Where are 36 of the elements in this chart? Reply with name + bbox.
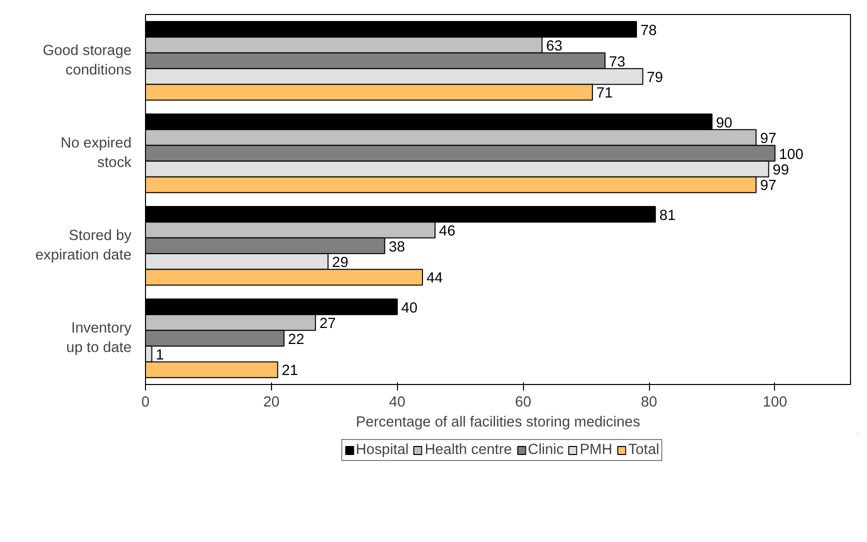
data-label: 73 [609, 54, 626, 70]
data-label: 29 [332, 254, 348, 271]
data-label: 79 [646, 70, 664, 86]
x-tick-label: 80 [640, 394, 658, 410]
x-tick-label: 100 [762, 394, 788, 410]
data-label: 63 [546, 38, 562, 55]
data-label: 22 [288, 332, 304, 348]
data-label: 100 [778, 146, 804, 163]
data-label: 44 [426, 270, 443, 287]
data-label: 97 [760, 131, 776, 148]
legend-label: PMH [580, 442, 612, 458]
data-label: 81 [659, 208, 676, 224]
data-label: 97 [760, 178, 776, 194]
data-label: 78 [640, 22, 657, 39]
data-label: 46 [439, 224, 456, 240]
data-label: 40 [401, 300, 418, 316]
x-axis-title: Percentage of all facilities storing medicines [356, 414, 640, 430]
y-tick-label: Stored by expiration date [35, 228, 132, 264]
y-tick-label: Inventory up to date [66, 320, 132, 356]
x-tick-label: 20 [263, 394, 280, 410]
legend-label: Health centre [424, 442, 512, 458]
data-label: 99 [772, 162, 789, 178]
x-tick-label: 0 [141, 394, 150, 410]
data-label: 38 [388, 239, 406, 256]
data-label: 1 [156, 347, 164, 364]
x-tick-label: 60 [515, 394, 532, 410]
x-tick-label: 40 [389, 394, 406, 410]
y-tick-label: Good storage conditions [42, 43, 132, 78]
data-label: 27 [319, 316, 336, 332]
data-label: 71 [596, 86, 613, 102]
legend-label: Total [628, 442, 660, 458]
data-label: 21 [282, 363, 298, 380]
data-label: 90 [716, 115, 732, 132]
y-tick-label: No expired stock [60, 136, 132, 171]
legend-label: Clinic [528, 442, 564, 458]
legend-label: Hospital [356, 442, 409, 458]
